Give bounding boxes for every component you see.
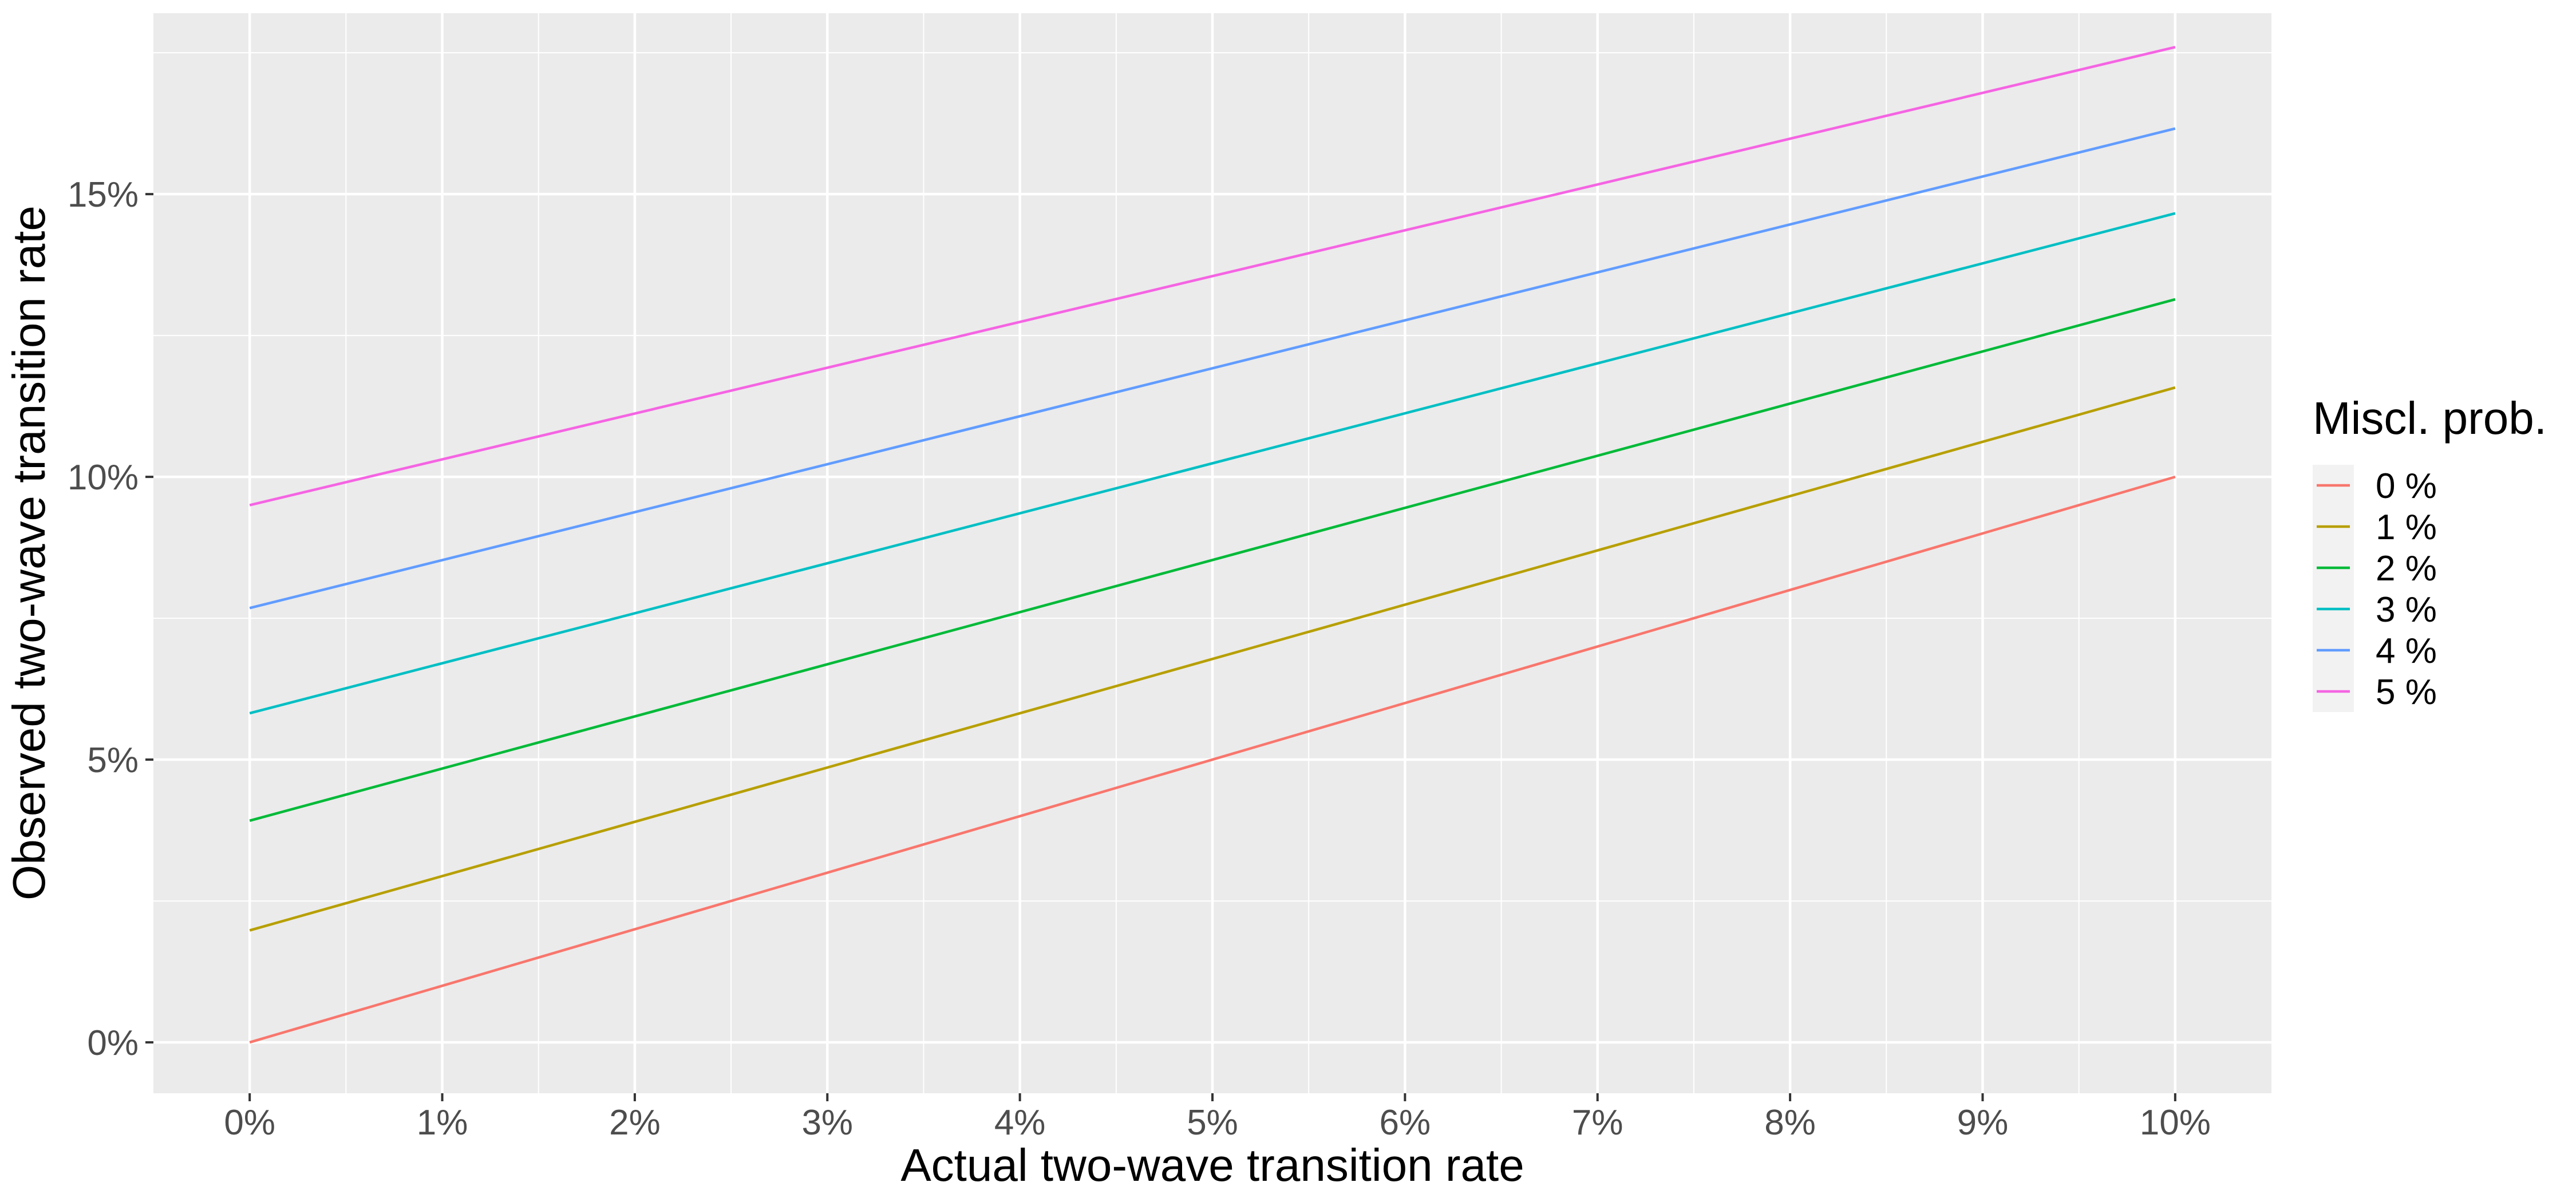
legend-title: Miscl. prob. (2313, 393, 2547, 444)
legend-label: 0 % (2376, 466, 2437, 506)
x-tick-label: 8% (1764, 1103, 1816, 1142)
y-tick-label: 5% (87, 741, 139, 780)
legend-items: 0 %1 %2 %3 %4 %5 % (2313, 465, 2437, 712)
series-line (249, 386, 2176, 932)
x-tick-label: 0% (224, 1103, 275, 1142)
series-lines (249, 46, 2176, 1044)
y-tick-label: 10% (68, 458, 139, 497)
y-tick-label: 15% (68, 175, 139, 215)
series-line (249, 298, 2176, 822)
x-tick-label: 4% (994, 1103, 1046, 1142)
y-axis: 0% 5% 10% 15% (68, 175, 153, 1063)
x-tick-label: 10% (2140, 1103, 2211, 1142)
x-axis: 0% 1% 2% 3% 4% 5% 6% 7% 8% 9% 10% (224, 1093, 2211, 1142)
series-line (249, 212, 2176, 715)
legend: Miscl. prob. 0 %1 %2 %3 %4 %5 % (2313, 393, 2547, 712)
x-tick-label: 5% (1187, 1103, 1238, 1142)
x-tick-label: 9% (1957, 1103, 2009, 1142)
y-tick-label: 0% (87, 1023, 139, 1063)
legend-label: 4 % (2376, 631, 2437, 671)
series-line (249, 46, 2176, 507)
y-axis-title: Observed two-wave transition rate (3, 205, 54, 900)
x-tick-label: 6% (1380, 1103, 1431, 1142)
x-tick-label: 7% (1572, 1103, 1623, 1142)
series-line (249, 475, 2176, 1044)
legend-label: 2 % (2376, 549, 2437, 588)
legend-label: 1 % (2376, 508, 2437, 547)
x-axis-title: Actual two-wave transition rate (900, 1140, 1524, 1191)
legend-label: 5 % (2376, 673, 2437, 712)
legend-label: 3 % (2376, 590, 2437, 630)
x-tick-label: 2% (609, 1103, 661, 1142)
x-tick-label: 3% (801, 1103, 853, 1142)
x-tick-label: 1% (417, 1103, 468, 1142)
series-line (249, 127, 2176, 610)
